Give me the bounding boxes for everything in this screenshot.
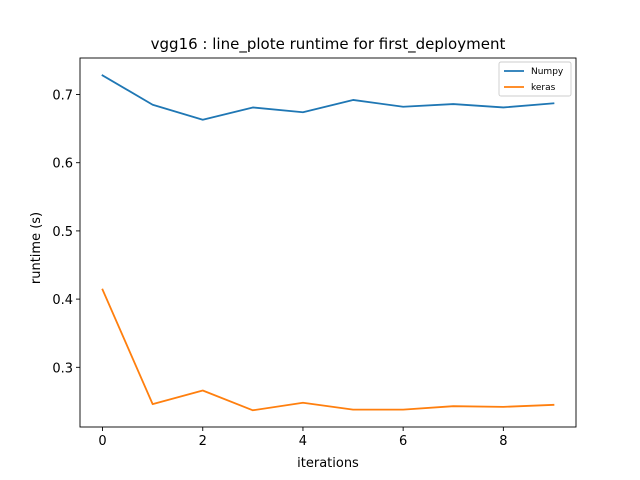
chart-title: vgg16 : line_plote runtime for first_dep… — [151, 35, 506, 54]
x-tick-label: 6 — [399, 434, 407, 449]
axes-frame — [79, 57, 577, 428]
legend-entry: keras — [531, 83, 556, 93]
plot-area: 0 2 4 6 8 0.3 0.4 0.5 0.6 0.7 — [52, 57, 577, 449]
series-line-keras — [101, 288, 555, 412]
x-axis-label: iterations — [297, 456, 359, 471]
y-tick-label: 0.3 — [52, 361, 73, 376]
y-tick-label: 0.5 — [52, 225, 73, 240]
y-tick-label: 0.4 — [52, 293, 73, 308]
y-tick-label: 0.7 — [52, 88, 73, 103]
series-line-numpy — [101, 74, 555, 121]
y-axis-label: runtime (s) — [29, 212, 44, 284]
x-tick-label: 2 — [199, 434, 207, 449]
x-tick-label: 4 — [299, 434, 307, 449]
x-tick-label: 8 — [499, 434, 507, 449]
legend-entry: Numpy — [531, 67, 564, 77]
x-tick-label: 0 — [98, 434, 106, 449]
legend: Numpy keras — [498, 61, 572, 97]
y-tick-label: 0.6 — [52, 157, 73, 172]
